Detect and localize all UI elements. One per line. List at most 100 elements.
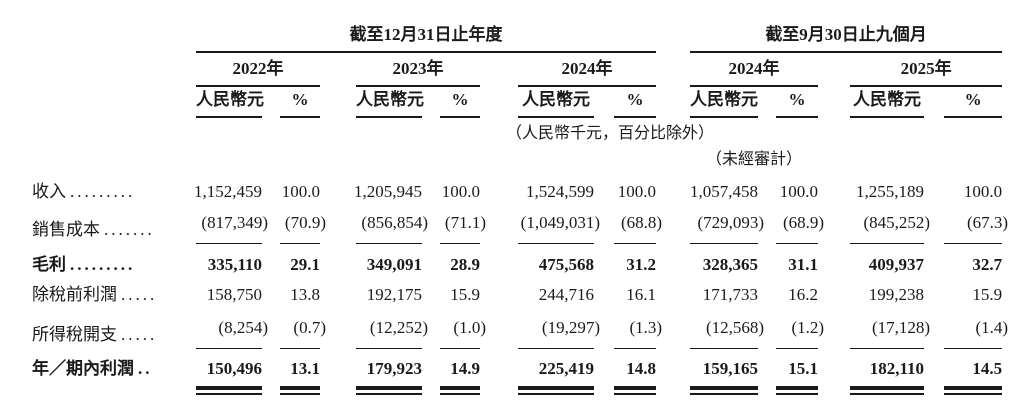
spacer (422, 171, 440, 205)
percent-unit-header: % (944, 86, 1003, 118)
spacer (594, 382, 614, 398)
spacer (656, 20, 690, 52)
spacer (422, 382, 440, 398)
spacer (758, 171, 776, 205)
year-header-2023: 2023年 (356, 52, 480, 87)
spacer (924, 171, 944, 205)
spacer (262, 86, 280, 117)
total-rule-cell (518, 382, 594, 398)
spacer (262, 348, 280, 382)
percent-cell: 100.0 (963, 182, 1003, 202)
percent-cell: (71.1) (440, 205, 486, 244)
currency-unit-header: 人民幣元 (356, 86, 424, 118)
spacer (480, 171, 518, 205)
double-rule (944, 386, 1003, 395)
percent-cell: 100.0 (441, 182, 480, 202)
percent-cell: 14.5 (972, 359, 1003, 379)
percent-cell: 15.9 (972, 285, 1003, 305)
spacer (656, 171, 690, 205)
percent-cell: 31.2 (626, 255, 657, 275)
spacer (480, 243, 518, 278)
currency-unit-header: 人民幣元 (850, 86, 925, 118)
spacer (758, 86, 776, 117)
value-cell: (8,254) (196, 308, 268, 349)
value-cell: (17,128) (850, 308, 930, 349)
row-label: 除稅前利潤..... (32, 285, 158, 305)
total-rule-cell (850, 382, 925, 398)
spacer (320, 348, 356, 382)
spacer (818, 382, 850, 398)
value-cell: (729,093) (690, 205, 764, 244)
units-note: （人民幣千元，百分比除外） (506, 124, 715, 142)
percent-unit-header: % (280, 86, 320, 118)
value-cell: 409,937 (868, 255, 925, 275)
spacer (924, 382, 944, 398)
spacer (924, 348, 944, 382)
spacer (656, 52, 690, 86)
spacer (480, 348, 518, 382)
value-cell: 192,175 (366, 285, 422, 305)
spacer (480, 278, 518, 308)
percent-cell: 100.0 (281, 182, 320, 202)
value-cell: (1,049,031) (518, 205, 600, 244)
double-rule (196, 386, 262, 395)
spacer (818, 52, 850, 86)
percent-cell: 15.9 (450, 285, 480, 305)
spacer (924, 243, 944, 278)
percent-cell: (1.2) (776, 308, 824, 349)
spacer (30, 52, 196, 86)
spacer (818, 348, 850, 382)
percent-cell: 13.8 (290, 285, 320, 305)
value-cell: (19,297) (518, 308, 600, 349)
spacer (818, 86, 850, 117)
spacer (656, 278, 690, 308)
percent-cell: (68.9) (776, 205, 824, 244)
spacer (758, 348, 776, 382)
income-statement-table: 截至12月31日止年度 截至9月30日止九個月 2022年 2023年 2024… (30, 20, 1008, 398)
value-cell: 1,205,945 (354, 182, 422, 202)
value-cell: 328,365 (702, 255, 759, 275)
total-rule-cell (690, 382, 759, 398)
spacer (422, 243, 440, 278)
value-cell: 1,152,459 (194, 182, 262, 202)
table-row-revenue: 收入......... 1,152,459 100.0 1,205,945 10… (30, 171, 1002, 205)
spacer (656, 348, 690, 382)
dot-leader: .. (138, 359, 153, 379)
spacer (480, 52, 518, 86)
value-cell: 159,165 (702, 359, 759, 379)
spacer (320, 86, 356, 117)
percent-cell: 13.1 (290, 359, 320, 379)
table-row-cost-of-sales: 銷售成本....... (817,349) (70.9) (856,854) (… (30, 205, 1008, 244)
percent-unit-header: % (776, 86, 819, 118)
spacer (594, 278, 614, 308)
table-row-profit-before-tax: 除稅前利潤..... 158,750 13.8 192,175 15.9 244… (30, 278, 1002, 308)
table-row-profit-for-period: 年／期內利潤.. 150,496 13.1 179,923 14.9 225,4… (30, 348, 1002, 382)
table-row-income-tax: 所得稅開支..... (8,254) (0.7) (12,252) (1.0) … (30, 308, 1008, 349)
value-cell: 335,110 (207, 255, 262, 275)
row-label: 銷售成本....... (32, 220, 155, 240)
percent-cell: 29.1 (290, 255, 320, 275)
spacer (422, 86, 440, 117)
spacer (262, 171, 280, 205)
spacer (320, 278, 356, 308)
value-cell: (856,854) (356, 205, 428, 244)
spacer (594, 243, 614, 278)
double-rule (776, 386, 819, 395)
spacer (320, 171, 356, 205)
double-rule (356, 386, 422, 395)
spacer (30, 382, 196, 398)
spacer (818, 145, 1002, 171)
percent-cell: 100.0 (779, 182, 819, 202)
percent-cell: (68.8) (614, 205, 662, 244)
percent-cell: (1.0) (440, 308, 486, 349)
percent-cell: (1.3) (614, 308, 662, 349)
spacer (320, 243, 356, 278)
spacer (656, 243, 690, 278)
value-cell: 349,091 (366, 255, 422, 275)
percent-cell: 16.1 (626, 285, 657, 305)
unaudited-note: （未經審計） (706, 150, 803, 168)
spacer (818, 243, 850, 278)
spacer (594, 86, 614, 117)
spacer (924, 278, 944, 308)
